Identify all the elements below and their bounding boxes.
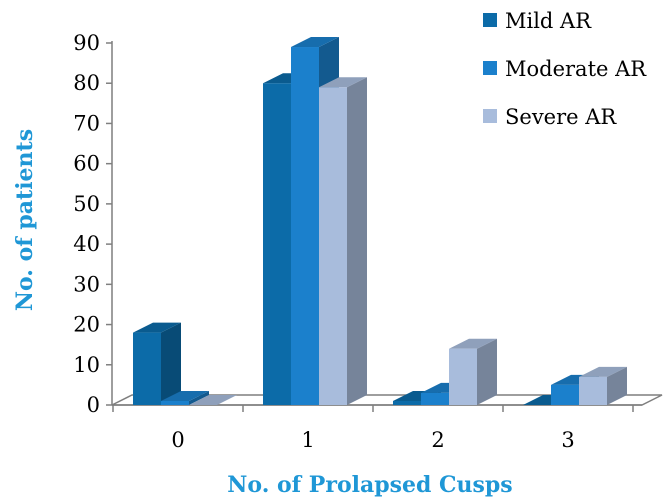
chart-legend: Mild AR Moderate AR Severe AR (483, 9, 647, 129)
legend-swatch (483, 61, 497, 75)
bar-side (607, 366, 627, 405)
y-tick-label: 40 (73, 232, 100, 256)
legend-label: Moderate AR (505, 57, 647, 81)
bar-front (291, 47, 319, 406)
x-tick-label: 1 (301, 428, 314, 452)
bar (449, 338, 497, 405)
bar-front (133, 332, 161, 405)
y-tick-label: 90 (73, 31, 100, 55)
y-tick-label: 70 (73, 111, 100, 135)
bar-front (263, 83, 291, 405)
y-tick-label: 50 (73, 192, 100, 216)
y-tick-label: 80 (73, 71, 100, 95)
y-tick-label: 20 (73, 313, 100, 337)
bar-front (551, 384, 579, 405)
legend-swatch (483, 13, 497, 27)
bar-side (347, 77, 367, 405)
y-tick-label: 0 (87, 393, 100, 417)
chart-bars (133, 37, 627, 406)
legend-swatch (483, 109, 497, 123)
bar-side (477, 338, 497, 405)
bar-side (161, 322, 181, 405)
bar-front (579, 376, 607, 405)
bar-front (393, 400, 421, 405)
bar-top (161, 390, 209, 401)
y-axis-title: No. of patients (12, 129, 38, 311)
x-tick-label: 3 (561, 428, 574, 452)
y-tick-label: 10 (73, 353, 100, 377)
bar-top (189, 395, 237, 405)
y-tick-label: 60 (73, 152, 100, 176)
bar (161, 390, 209, 405)
bar-front (449, 348, 477, 405)
bar-top (319, 77, 367, 88)
chart-tick-labels: 0 10 20 30 40 50 60 70 80 90 0 1 2 3 (73, 31, 574, 452)
bar (133, 322, 181, 405)
legend-label: Mild AR (505, 9, 592, 33)
bar (189, 395, 237, 405)
x-axis-title: No. of Prolapsed Cusps (227, 472, 512, 498)
x-tick-label: 0 (171, 428, 184, 452)
x-tick-label: 2 (431, 428, 444, 452)
bar-side (189, 390, 209, 405)
bar-front (319, 87, 347, 405)
bar-top (133, 322, 181, 333)
bar-top (449, 338, 497, 349)
bar (319, 77, 367, 405)
bar-front (421, 392, 449, 405)
bar (579, 366, 627, 405)
y-tick-label: 30 (73, 272, 100, 296)
bar-top (579, 366, 627, 377)
bar-front (161, 400, 189, 405)
bar-top (291, 37, 339, 48)
legend-label: Severe AR (505, 105, 617, 129)
chart-axes (106, 41, 663, 412)
